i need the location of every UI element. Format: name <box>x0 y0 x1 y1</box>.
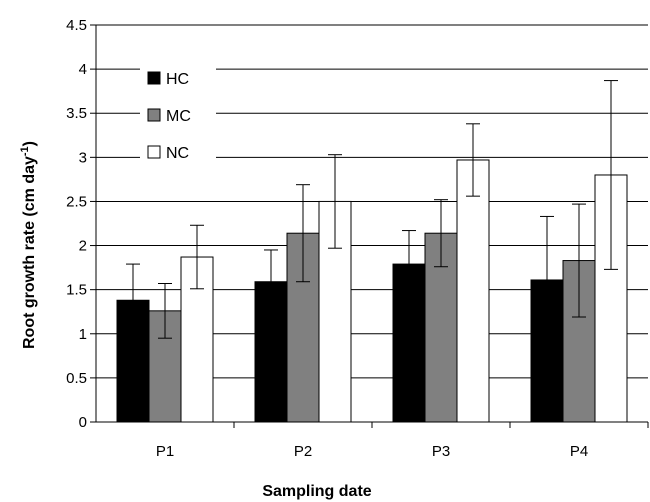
y-axis-title-close: ) <box>21 141 38 146</box>
y-axis-title-main: Root growth rate (cm day <box>21 156 38 349</box>
y-tick-label: 0 <box>79 414 87 431</box>
legend-swatch-HC <box>147 71 161 85</box>
y-tick-label: 0.5 <box>66 370 87 387</box>
error-bars <box>126 80 618 344</box>
legend-label-MC: MC <box>166 108 191 125</box>
y-tick-label: 2.5 <box>66 193 87 210</box>
legend: HC MC NC <box>140 62 216 179</box>
x-tick-label: P2 <box>294 443 312 460</box>
y-tick-label: 4.5 <box>66 17 87 34</box>
legend-label-HC: HC <box>166 71 189 88</box>
y-axis-title-superscript: -1 <box>19 146 31 156</box>
x-axis-title: Sampling date <box>262 483 371 500</box>
y-tick-label: 4 <box>79 61 87 78</box>
y-tick-labels: 0 0.5 1 1.5 2 2.5 3 3.5 4 4.5 <box>66 17 87 431</box>
legend-label-NC: NC <box>166 145 189 162</box>
bars <box>116 159 628 423</box>
x-tick-label: P1 <box>156 443 174 460</box>
bar-NC-P3 <box>456 159 490 423</box>
legend-swatch-NC <box>147 145 161 159</box>
y-tick-label: 3.5 <box>66 105 87 122</box>
legend-swatch-MC <box>147 108 161 122</box>
axes <box>90 24 649 428</box>
y-tick-label: 1.5 <box>66 282 87 299</box>
y-tick-label: 2 <box>79 238 87 255</box>
y-axis-title: Root growth rate (cm day-1) <box>19 141 38 349</box>
x-tick-label: P4 <box>570 443 588 460</box>
y-tick-label: 1 <box>79 326 87 343</box>
x-tick-label: P3 <box>432 443 450 460</box>
y-tick-label: 3 <box>79 149 87 166</box>
x-tick-labels: P1 P2 P3 P4 <box>156 443 588 460</box>
